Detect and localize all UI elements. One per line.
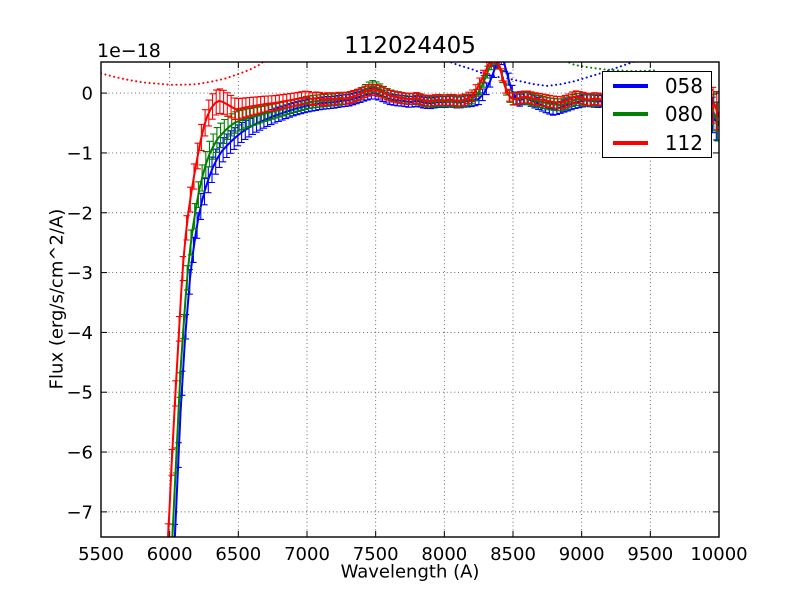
y-tick-label--2: −2	[66, 203, 93, 224]
x-tick-label-9000: 9000	[559, 544, 605, 565]
legend-line-red-icon	[613, 140, 648, 145]
legend-line-blue-icon	[613, 84, 648, 89]
y-axis-offset-label: 1e−18	[97, 40, 161, 62]
y-tick-label--7: −7	[66, 502, 93, 523]
legend-label-080: 080	[664, 102, 703, 127]
legend-entry-080: 080	[603, 100, 711, 128]
x-tick-label-6500: 6500	[215, 544, 261, 565]
legend-entry-112: 112	[603, 129, 711, 157]
legend: 058 080 112	[602, 71, 712, 158]
x-tick-label-8000: 8000	[421, 544, 467, 565]
y-tick-label--1: −1	[66, 143, 93, 164]
legend-entry-058: 058	[603, 72, 711, 100]
x-tick-label-9500: 9500	[627, 544, 673, 565]
plot-border	[100, 61, 720, 538]
x-axis-label: Wavelength (A)	[340, 561, 480, 583]
noise-curves	[101, 62, 659, 87]
y-axis-label: Flux (erg/s/cm^2/A)	[46, 208, 68, 390]
y-tick-labels: 0 −1 −2 −3 −4 −5 −6 −7	[66, 84, 93, 524]
x-tick-label-7500: 7500	[353, 544, 399, 565]
x-tick-label-8500: 8500	[490, 544, 536, 565]
x-tick-label-7000: 7000	[284, 544, 330, 565]
legend-label-112: 112	[664, 130, 703, 155]
x-tick-labels: 5500 6000 6500 7000 7500 8000 8500 9000 9500 1000…	[78, 544, 748, 565]
x-tick-label-5500: 5500	[78, 544, 124, 565]
y-tick-label--6: −6	[66, 443, 93, 464]
legend-label-058: 058	[664, 74, 703, 99]
noise-curve-noise-112	[101, 62, 265, 86]
y-tick-label--4: −4	[66, 323, 93, 344]
x-tick-label-6000: 6000	[147, 544, 193, 565]
plot-title: 112024405	[344, 33, 476, 59]
y-tick-label--3: −3	[66, 263, 93, 284]
noise-curve-noise-080	[565, 62, 659, 72]
y-tick-label-0: 0	[82, 84, 93, 105]
legend-line-green-icon	[613, 112, 648, 117]
y-tick-label--5: −5	[66, 383, 93, 404]
noise-curve-noise-058	[447, 62, 637, 87]
x-tick-label-10000: 10000	[690, 544, 747, 565]
